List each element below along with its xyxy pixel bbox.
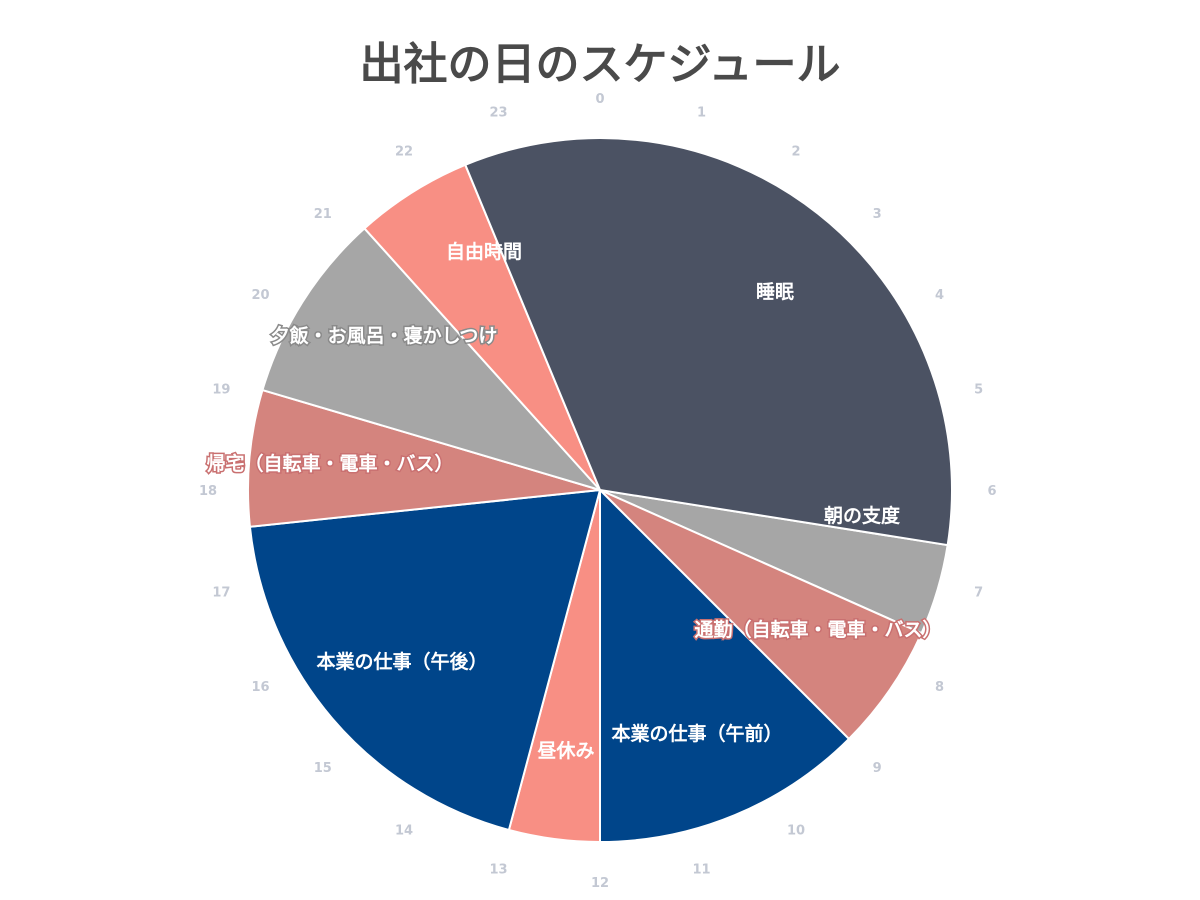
hour-tick-label: 12: [591, 876, 609, 891]
hour-tick-label: 3: [873, 207, 882, 222]
hour-tick-label: 18: [199, 484, 217, 499]
hour-tick-label: 15: [314, 761, 332, 776]
hour-tick-label: 14: [395, 824, 413, 839]
hour-tick-label: 7: [974, 586, 983, 601]
chart-title: 出社の日のスケジュール: [359, 39, 841, 90]
hour-tick-label: 0: [595, 92, 604, 107]
hour-tick-label: 2: [791, 145, 800, 160]
slice-label: 朝の支度: [824, 504, 901, 527]
slice-label: 夕飯・お風呂・寝かしつけ: [271, 324, 498, 347]
hour-tick-label: 16: [251, 680, 269, 695]
hour-tick-label: 1: [697, 105, 706, 120]
pie-slice: [248, 488, 602, 832]
pie-slice: [247, 388, 601, 528]
pie-slice-sleep-merged: [463, 137, 953, 547]
hour-tick-label: 8: [935, 680, 944, 695]
hour-tick-label: 22: [395, 145, 413, 160]
hour-tick-label: 4: [935, 288, 944, 303]
hour-tick-label: 13: [489, 863, 507, 878]
hour-tick-label: 17: [212, 586, 230, 601]
slice-label: 昼休み: [537, 740, 594, 762]
hour-tick-label: 11: [692, 863, 710, 878]
hour-tick-label: 19: [212, 383, 230, 398]
pie-slice: [599, 489, 923, 741]
pie-slices: [247, 136, 953, 844]
slice-label: 自由時間: [446, 240, 522, 263]
pie-slice: [599, 487, 851, 844]
slice-label: 睡眠: [756, 281, 794, 303]
hour-tick-label: 21: [314, 207, 332, 222]
slice-label: 通勤（自転車・電車・バス）: [694, 618, 941, 641]
slice-label: 本業の仕事（午後）: [316, 650, 487, 673]
hour-tick-label: 9: [873, 761, 882, 776]
hour-tick-label: 23: [489, 105, 507, 120]
hour-tick-label: 20: [251, 288, 269, 303]
slice-label: 本業の仕事（午前）: [611, 722, 782, 745]
slice-label: 帰宅（自転車・電車・バス）: [206, 452, 453, 475]
hour-tick-label: 10: [787, 824, 805, 839]
hour-tick-label: 6: [987, 484, 996, 499]
pie-slice: [261, 227, 604, 492]
hour-tick-label: 5: [974, 383, 983, 398]
